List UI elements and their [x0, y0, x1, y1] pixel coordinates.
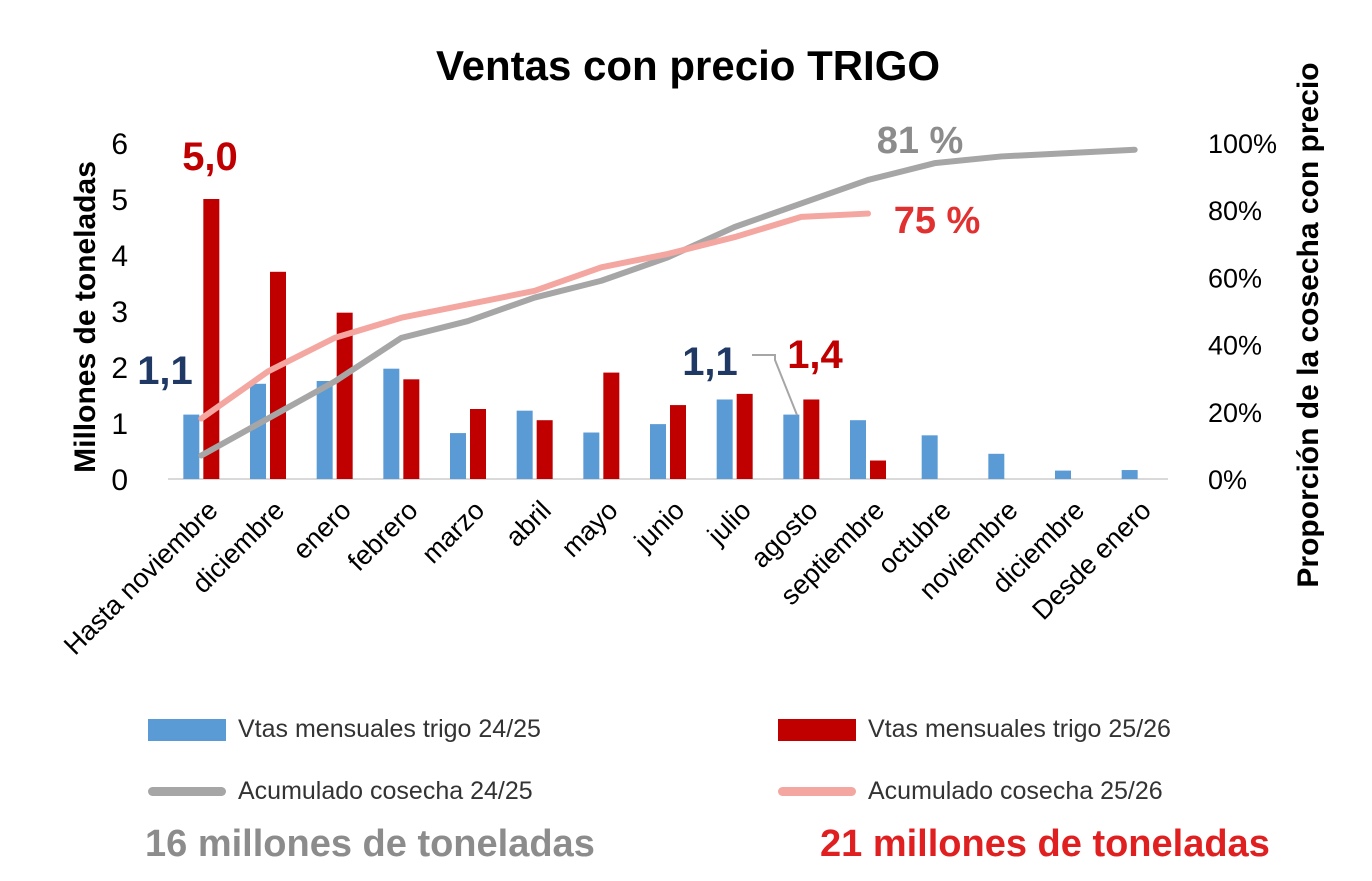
- bar-2425: [921, 435, 938, 479]
- y-tick-label: 4: [111, 240, 128, 273]
- y-tick-label: 0: [111, 464, 128, 497]
- data-annotation: 1,4: [787, 333, 843, 377]
- y-tick-label: 1: [111, 408, 128, 441]
- y2-tick-label: 80%: [1208, 196, 1262, 226]
- bar-2526: [870, 460, 886, 479]
- x-tick-label: julio: [701, 495, 757, 551]
- footer-total-2425: 16 millones de toneladas: [145, 823, 595, 865]
- x-tick-label: mayo: [556, 495, 624, 563]
- y2-tick-label: 100%: [1208, 129, 1277, 159]
- bar-2425: [583, 432, 600, 479]
- bar-2425: [716, 399, 733, 479]
- bar-2526: [403, 379, 420, 479]
- bar-2526: [536, 420, 553, 479]
- legend-item-ventas-2425: Vtas mensuales trigo 24/25: [148, 715, 541, 744]
- y-tick-label: 2: [111, 352, 128, 385]
- legend-item-acumulado-2425: Acumulado cosecha 24/25: [148, 777, 533, 806]
- y-tick-label: 6: [111, 128, 128, 161]
- bar-2526: [803, 399, 820, 479]
- data-annotation: 1,1: [682, 340, 738, 384]
- x-tick-label: abril: [500, 495, 557, 552]
- data-annotation: 1,1: [137, 349, 193, 393]
- legend-label: Vtas mensuales trigo 25/26: [868, 715, 1171, 743]
- line-acumulado-2526: [198, 210, 871, 422]
- bar-2425: [1121, 470, 1138, 479]
- y2-tick-label: 0%: [1208, 465, 1247, 495]
- legend-swatch-red-bar: [778, 718, 856, 741]
- legend-label: Vtas mensuales trigo 24/25: [238, 715, 541, 743]
- legend-item-acumulado-2526: Acumulado cosecha 25/26: [778, 777, 1163, 806]
- y-tick-label: 5: [111, 184, 128, 217]
- y-axis-title: Millones de toneladas: [69, 161, 102, 473]
- legend-swatch-gray-line: [148, 787, 226, 796]
- legend-item-ventas-2526: Vtas mensuales trigo 25/26: [778, 715, 1171, 744]
- bar-2526: [270, 271, 286, 479]
- bar-2526: [203, 199, 220, 479]
- y2-tick-label: 40%: [1208, 331, 1262, 361]
- line-acumulado-2425: [198, 146, 1138, 459]
- bar-2425: [988, 453, 1005, 479]
- legend-swatch-pink-line: [778, 787, 856, 796]
- x-tick-label: junio: [628, 495, 690, 557]
- data-annotation: 5,0: [182, 135, 238, 179]
- bar-2425: [450, 433, 466, 479]
- bar-2425: [850, 420, 866, 479]
- legend-label: Acumulado cosecha 24/25: [238, 777, 533, 805]
- bar-2425: [783, 414, 800, 479]
- bar-2425: [183, 414, 200, 479]
- bar-2425: [650, 424, 666, 479]
- bar-2425: [250, 383, 266, 479]
- data-annotation: 75 %: [894, 200, 981, 242]
- legend-swatch-blue-bar: [148, 718, 226, 741]
- annotation-leader-line: [752, 354, 798, 416]
- chart: Ventas con precio TRIGO01234560%20%40%60…: [58, 42, 1325, 661]
- bar-2425: [516, 410, 533, 479]
- bar-2425: [383, 368, 400, 479]
- bar-2526: [670, 405, 686, 479]
- bar-2526: [336, 312, 353, 479]
- legend-label: Acumulado cosecha 25/26: [868, 777, 1163, 805]
- chart-title: Ventas con precio TRIGO: [436, 42, 940, 89]
- bar-2526: [736, 393, 753, 479]
- bar-2526: [470, 409, 486, 479]
- y2-tick-label: 20%: [1208, 398, 1262, 428]
- y2-axis-title: Proporción de la cosecha con precio: [1292, 62, 1325, 587]
- bar-2425: [316, 381, 333, 479]
- footer-total-2526: 21 millones de toneladas: [820, 823, 1270, 865]
- y2-tick-label: 60%: [1208, 263, 1262, 293]
- data-annotation: 81 %: [877, 120, 964, 162]
- x-tick-label: marzo: [416, 495, 490, 569]
- y-tick-label: 3: [111, 296, 128, 329]
- bar-2425: [1055, 470, 1071, 479]
- x-tick-label: febrero: [342, 495, 424, 577]
- bar-2526: [603, 372, 620, 479]
